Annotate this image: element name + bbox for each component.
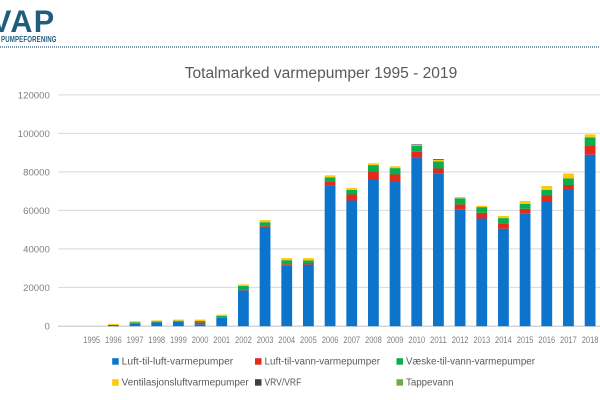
svg-text:2008: 2008	[365, 335, 382, 345]
svg-text:2004: 2004	[278, 335, 295, 345]
svg-text:Luft-til-vann-varmepumper: Luft-til-vann-varmepumper	[265, 356, 381, 367]
svg-text:2013: 2013	[473, 335, 490, 345]
svg-text:2000: 2000	[192, 335, 209, 345]
svg-text:2007: 2007	[343, 335, 360, 345]
svg-text:2001: 2001	[213, 335, 230, 345]
svg-text:Luft-til-luft-varmepumper: Luft-til-luft-varmepumper	[122, 356, 234, 367]
svg-text:2002: 2002	[235, 335, 252, 345]
svg-text:2017: 2017	[560, 335, 577, 345]
svg-text:1996: 1996	[105, 335, 122, 345]
svg-text:2018: 2018	[582, 335, 599, 345]
svg-text:2005: 2005	[300, 335, 317, 345]
svg-text:2011: 2011	[430, 335, 447, 345]
svg-text:2009: 2009	[387, 335, 404, 345]
svg-text:120000: 120000	[18, 90, 50, 101]
svg-text:Væske-til-vann-varmepumper: Væske-til-vann-varmepumper	[406, 356, 536, 367]
svg-text:Ventilasjonsluftvarmepumper: Ventilasjonsluftvarmepumper	[122, 377, 250, 388]
svg-text:1998: 1998	[148, 335, 165, 345]
svg-text:Totalmarked varmepumper 1995 -: Totalmarked varmepumper 1995 - 2019	[185, 65, 458, 82]
svg-text:2010: 2010	[408, 335, 425, 345]
svg-text:80000: 80000	[23, 167, 50, 178]
svg-text:20000: 20000	[23, 283, 50, 294]
svg-text:40000: 40000	[23, 244, 50, 255]
svg-text:1999: 1999	[170, 335, 187, 345]
svg-text:2012: 2012	[452, 335, 469, 345]
svg-text:2016: 2016	[538, 335, 555, 345]
svg-text:2003: 2003	[257, 335, 274, 345]
svg-text:Tappevann: Tappevann	[406, 377, 454, 388]
svg-text:VRV/VRF: VRV/VRF	[265, 377, 302, 388]
svg-text:0: 0	[44, 321, 49, 332]
svg-text:1997: 1997	[127, 335, 144, 345]
svg-text:2015: 2015	[517, 335, 534, 345]
svg-text:100000: 100000	[18, 129, 50, 140]
svg-text:60000: 60000	[23, 206, 50, 217]
svg-text:2006: 2006	[322, 335, 339, 345]
svg-text:2014: 2014	[495, 335, 512, 345]
svg-text:1995: 1995	[83, 335, 100, 345]
